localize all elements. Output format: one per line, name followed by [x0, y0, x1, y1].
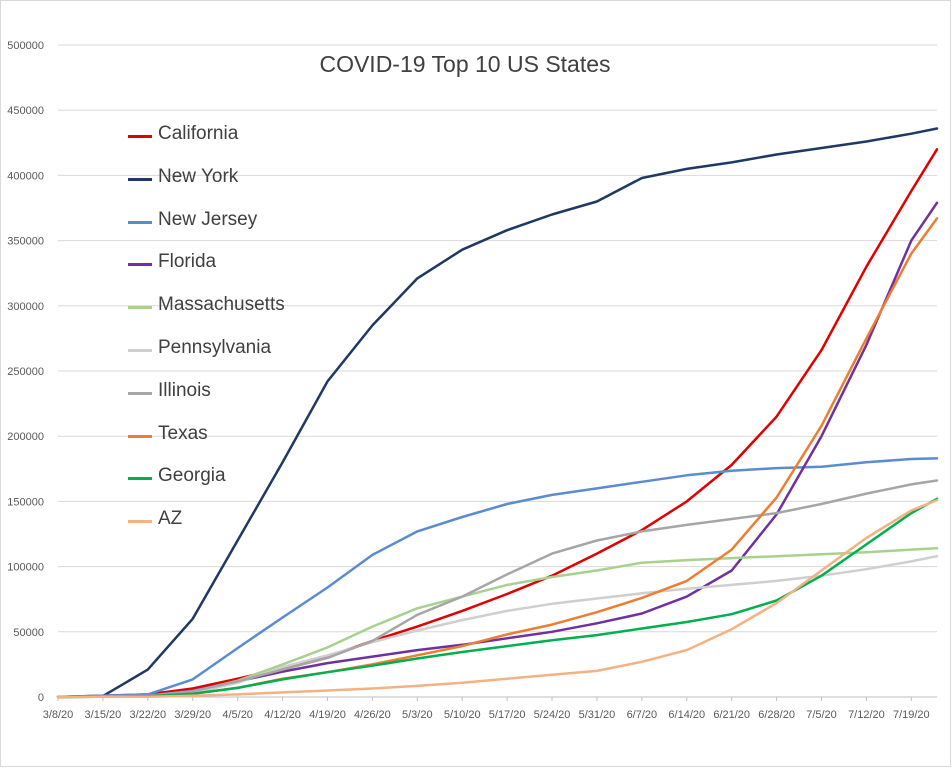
legend-swatch: [128, 306, 152, 310]
legend-swatch: [128, 477, 152, 481]
legend-label: AZ: [158, 508, 183, 530]
legend-label: Massachusetts: [158, 294, 285, 316]
chart-title: COVID-19 Top 10 US States: [319, 51, 611, 77]
x-tick-label: 4/19/20: [309, 709, 346, 721]
x-tick-label: 7/12/20: [848, 709, 885, 721]
legend-swatch: [128, 263, 152, 267]
x-tick-label: 4/12/20: [264, 709, 301, 721]
legend-label: New Jersey: [158, 208, 258, 230]
x-tick-label: 3/15/20: [85, 709, 122, 721]
x-tick-label: 5/17/20: [489, 709, 526, 721]
y-tick-label: 100000: [7, 562, 44, 574]
y-tick-label: 350000: [7, 236, 44, 248]
series-line-az: [56, 498, 939, 699]
x-tick-label: 3/29/20: [174, 709, 211, 721]
series-line-georgia: [56, 497, 939, 699]
y-tick-label: 150000: [7, 496, 44, 508]
legend-swatch: [128, 520, 152, 524]
x-tick-label: 4/5/20: [222, 709, 253, 721]
series-line-new-jersey: [56, 457, 939, 699]
legend-swatch: [128, 348, 152, 352]
y-tick-label: 300000: [7, 301, 44, 313]
x-tick-label: 5/24/20: [534, 709, 571, 721]
x-tick-label: 3/22/20: [129, 709, 166, 721]
x-tick-label: 7/19/20: [893, 709, 930, 721]
series-line-new-york: [56, 127, 939, 699]
x-tick-label: 4/26/20: [354, 709, 391, 721]
legend-swatch: [128, 220, 152, 224]
y-tick-label: 200000: [7, 431, 44, 443]
y-tick-label: 500000: [7, 40, 44, 52]
legend-swatch: [128, 434, 152, 438]
x-tick-label: 3/8/20: [43, 709, 74, 721]
series-line-illinois: [56, 479, 939, 699]
y-tick-label: 400000: [7, 170, 44, 182]
y-tick-label: 450000: [7, 105, 44, 117]
legend-swatch: [128, 135, 152, 138]
series-line-texas: [56, 217, 939, 699]
y-tick-label: 0: [38, 692, 44, 704]
series-line-pennsylvania: [56, 554, 939, 699]
legend-label: New York: [158, 165, 239, 187]
x-tick-label: 5/31/20: [579, 709, 616, 721]
x-tick-label: 7/5/20: [806, 709, 837, 721]
legend-swatch: [128, 391, 152, 395]
x-tick-label: 6/7/20: [627, 709, 658, 721]
y-tick-label: 50000: [13, 627, 44, 639]
legend-label: Texas: [158, 422, 208, 444]
x-tick-label: 6/28/20: [758, 709, 795, 721]
x-tick-label: 5/10/20: [444, 709, 481, 721]
x-tick-label: 6/14/20: [668, 709, 705, 721]
legend-label: Illinois: [158, 379, 211, 401]
x-tick-label: 6/21/20: [713, 709, 750, 721]
legend-label: Georgia: [158, 465, 226, 487]
y-tick-label: 250000: [7, 366, 44, 378]
legend-swatch: [128, 177, 152, 181]
legend-label: Pennsylvania: [158, 336, 272, 358]
x-tick-label: 5/3/20: [402, 709, 433, 721]
legend-label: Florida: [158, 251, 217, 273]
series-line-massachusetts: [56, 547, 939, 699]
legend-label: California: [158, 123, 239, 144]
